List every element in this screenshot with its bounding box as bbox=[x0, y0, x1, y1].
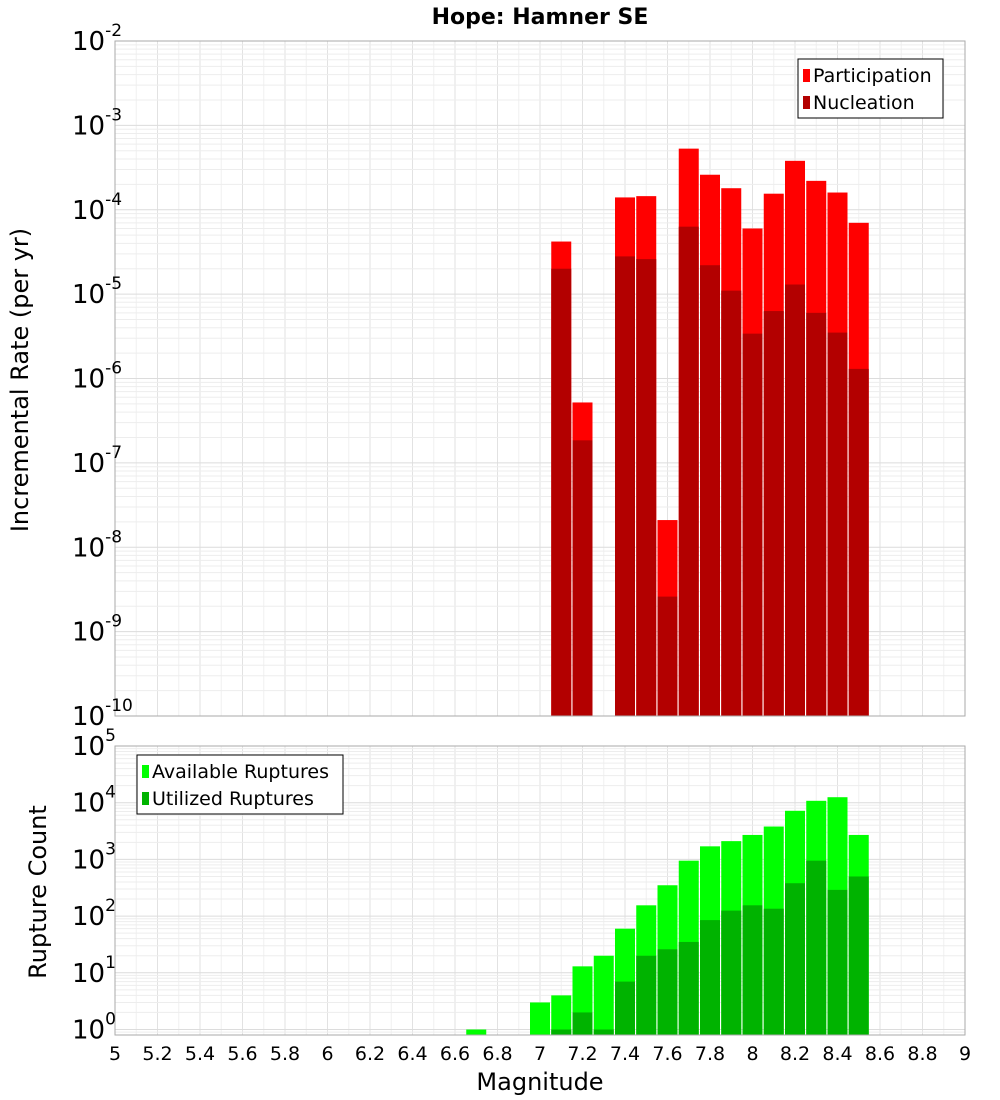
rate-bar-nucleation-7.5 bbox=[636, 259, 657, 716]
rate-legend: Participation Nucleation bbox=[797, 58, 944, 119]
x-tick-label: 9 bbox=[959, 1043, 971, 1065]
rate-legend-label-participation: Participation bbox=[813, 65, 932, 87]
bottom-y-axis-label: Rupture Count bbox=[24, 805, 52, 979]
rate-bar-nucleation-7.2 bbox=[572, 440, 593, 716]
rate-y-tick-label: 10-6 bbox=[72, 359, 122, 395]
count-y-tick-label: 100 bbox=[72, 1010, 116, 1046]
x-tick-label: 6.6 bbox=[440, 1043, 470, 1065]
rate-y-tick-label: 10-7 bbox=[72, 443, 122, 479]
count-y-tick-label: 104 bbox=[72, 783, 116, 819]
x-tick-label: 8.4 bbox=[822, 1043, 852, 1065]
x-tick-label: 7.8 bbox=[695, 1043, 725, 1065]
rate-legend-label-nucleation: Nucleation bbox=[813, 92, 915, 114]
rate-legend-swatch-participation bbox=[803, 69, 810, 82]
rate-bar-nucleation-8.2 bbox=[785, 284, 805, 716]
rate-bar-nucleation-7.6 bbox=[657, 596, 678, 716]
count-y-tick-label: 103 bbox=[72, 839, 116, 875]
x-tick-label: 6.2 bbox=[355, 1043, 385, 1065]
x-tick-label: 8 bbox=[746, 1043, 758, 1065]
rate-y-tick-label: 10-8 bbox=[72, 527, 122, 563]
count-bar-utilized-ruptures-8.5 bbox=[848, 876, 869, 1035]
count-bar-utilized-ruptures-7.6 bbox=[657, 949, 678, 1035]
rate-bar-nucleation-8.4 bbox=[827, 332, 848, 716]
rate-bar-nucleation-8.3 bbox=[806, 312, 827, 716]
x-tick-label: 7.6 bbox=[652, 1043, 682, 1065]
count-y-tick-labels: 100 101 102 103 104 105 bbox=[72, 726, 116, 1046]
rupture-count-panel: 100 101 102 103 104 105 Available Ruptures Util… bbox=[72, 726, 971, 1065]
chart-title: Hope: Hamner SE bbox=[432, 5, 649, 30]
x-tick-label: 6.4 bbox=[397, 1043, 427, 1065]
rate-bar-nucleation-7.1 bbox=[551, 268, 572, 716]
rate-y-tick-label: 10-5 bbox=[72, 274, 122, 310]
x-tick-label: 5.4 bbox=[185, 1043, 215, 1065]
rate-bar-nucleation-7.7 bbox=[678, 226, 699, 716]
count-legend-swatch-utilized-ruptures bbox=[142, 792, 149, 805]
top-y-axis-label: Incremental Rate (per yr) bbox=[6, 228, 34, 532]
count-series-utilized-ruptures bbox=[551, 860, 869, 1035]
rate-plot-frame bbox=[114, 40, 966, 717]
count-bar-utilized-ruptures-8.2 bbox=[785, 883, 805, 1035]
count-legend: Available Ruptures Utilized Ruptures bbox=[136, 754, 344, 815]
rate-bar-nucleation-7.9 bbox=[721, 290, 742, 716]
count-plot-frame bbox=[114, 745, 966, 1036]
x-tick-label: 6 bbox=[321, 1043, 333, 1065]
x-tick-label: 7 bbox=[534, 1043, 546, 1065]
count-bar-available-ruptures-7.3 bbox=[593, 955, 614, 1035]
count-bar-available-ruptures-6.7 bbox=[466, 1029, 487, 1035]
x-tick-label: 8.8 bbox=[907, 1043, 937, 1065]
x-tick-label: 5.8 bbox=[270, 1043, 300, 1065]
count-bar-utilized-ruptures-7.2 bbox=[572, 1012, 593, 1035]
count-bar-available-ruptures-7 bbox=[530, 1002, 550, 1035]
count-bar-utilized-ruptures-8.4 bbox=[827, 889, 848, 1035]
rate-legend-box bbox=[797, 58, 944, 119]
count-bar-utilized-ruptures-7.1 bbox=[551, 1029, 572, 1035]
x-tick-labels: 5 5.2 5.4 5.6 5.8 6 6.2 6.4 6.6 6.8 7 7.2 7.4 7.6 7.8 8… bbox=[109, 1043, 971, 1065]
x-tick-label: 5.2 bbox=[142, 1043, 172, 1065]
count-y-tick-label: 102 bbox=[72, 896, 116, 932]
count-bar-utilized-ruptures-7.5 bbox=[636, 955, 657, 1035]
x-tick-label: 7.4 bbox=[610, 1043, 640, 1065]
rate-bar-nucleation-8 bbox=[742, 333, 763, 716]
count-bar-utilized-ruptures-8 bbox=[742, 905, 763, 1035]
count-legend-swatch-available-ruptures bbox=[142, 765, 149, 778]
rate-y-tick-label: 10-3 bbox=[72, 105, 122, 141]
count-bar-utilized-ruptures-8.3 bbox=[806, 860, 827, 1035]
x-tick-label: 5 bbox=[109, 1043, 121, 1065]
rate-bar-nucleation-7.8 bbox=[700, 265, 720, 716]
count-legend-label-available-ruptures: Available Ruptures bbox=[152, 761, 329, 783]
count-bar-utilized-ruptures-7.9 bbox=[721, 910, 742, 1035]
x-tick-label: 8.6 bbox=[865, 1043, 895, 1065]
count-y-tick-label: 105 bbox=[72, 726, 116, 762]
rate-y-tick-label: 10-9 bbox=[72, 612, 122, 648]
count-bar-utilized-ruptures-8.1 bbox=[763, 908, 784, 1035]
x-tick-label: 6.8 bbox=[482, 1043, 512, 1065]
rate-series-nucleation bbox=[551, 226, 869, 716]
rate-y-tick-label: 10-10 bbox=[72, 696, 133, 732]
x-tick-label: 8.2 bbox=[780, 1043, 810, 1065]
count-legend-box bbox=[136, 754, 344, 815]
count-y-tick-label: 101 bbox=[72, 953, 116, 989]
rate-y-tick-label: 10-2 bbox=[72, 21, 122, 57]
count-bar-utilized-ruptures-7.4 bbox=[615, 981, 635, 1035]
count-legend-label-utilized-ruptures: Utilized Ruptures bbox=[152, 788, 314, 810]
rate-bar-nucleation-8.1 bbox=[763, 311, 784, 716]
incremental-rate-panel: 10-10 10-9 10-8 10-7 10-6 10-5 10-4 10-3 10-2 Par… bbox=[72, 21, 966, 732]
x-axis-label: Magnitude bbox=[476, 1068, 603, 1096]
x-tick-label: 5.6 bbox=[227, 1043, 257, 1065]
x-tick-label: 7.2 bbox=[567, 1043, 597, 1065]
count-bar-utilized-ruptures-7.7 bbox=[678, 941, 699, 1035]
rate-legend-swatch-nucleation bbox=[803, 96, 810, 109]
count-bar-utilized-ruptures-7.8 bbox=[700, 920, 720, 1035]
rate-y-tick-labels: 10-10 10-9 10-8 10-7 10-6 10-5 10-4 10-3 10-2 bbox=[72, 21, 133, 732]
count-bar-available-ruptures-7.1 bbox=[551, 995, 572, 1035]
rate-bar-nucleation-8.5 bbox=[848, 368, 869, 716]
rate-y-tick-label: 10-4 bbox=[72, 190, 122, 226]
count-bar-utilized-ruptures-7.3 bbox=[593, 1029, 614, 1035]
rate-bar-nucleation-7.4 bbox=[615, 256, 635, 716]
